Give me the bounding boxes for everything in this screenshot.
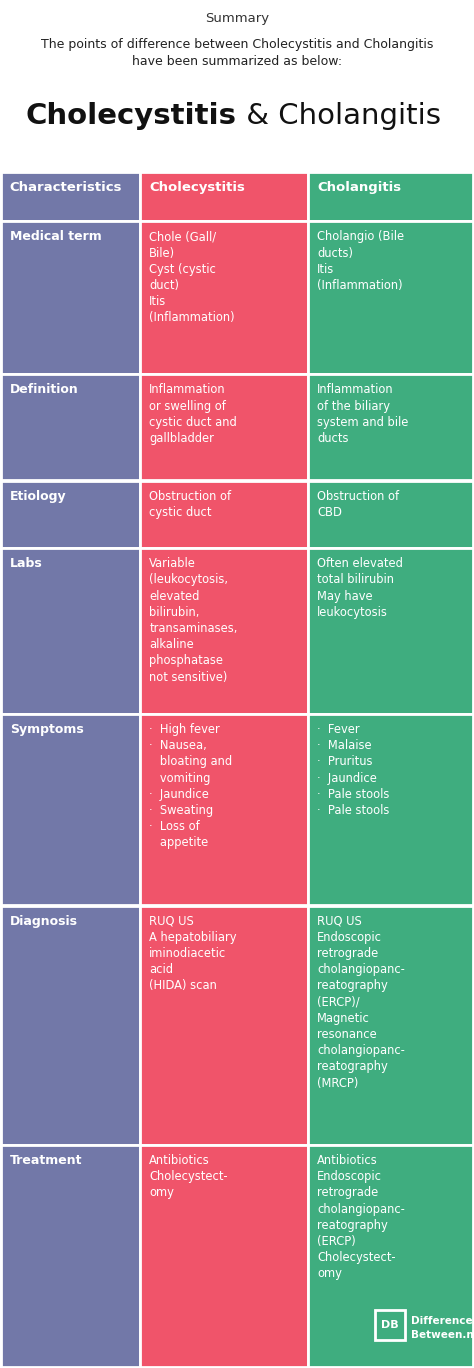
Text: ·  Fever
·  Malaise
·  Pruritus
·  Jaundice
·  Pale stools
·  Pale stools: · Fever · Malaise · Pruritus · Jaundice …	[317, 724, 390, 817]
Text: & Cholangitis: & Cholangitis	[237, 103, 441, 130]
Text: DB: DB	[382, 1320, 399, 1330]
Bar	[1, 714, 140, 906]
Text: Obstruction of
CBD: Obstruction of CBD	[317, 490, 399, 518]
Text: Difference: Difference	[411, 1316, 473, 1326]
Text: Treatment: Treatment	[10, 1155, 82, 1167]
Bar	[308, 172, 473, 222]
Text: Etiology: Etiology	[10, 490, 66, 502]
Bar	[308, 375, 473, 480]
Bar	[140, 549, 308, 714]
Bar	[1, 480, 140, 547]
Text: Inflammation
or swelling of
cystic duct and
gallbladder: Inflammation or swelling of cystic duct …	[149, 383, 237, 445]
Text: Diagnosis: Diagnosis	[10, 915, 78, 928]
Text: Labs: Labs	[10, 557, 43, 570]
Text: Chole (Gall/
Bile)
Cyst (cystic
duct)
Itis
(Inflammation): Chole (Gall/ Bile) Cyst (cystic duct) It…	[149, 230, 235, 324]
Bar	[1, 1145, 140, 1367]
Bar	[375, 1311, 405, 1341]
Text: Obstruction of
cystic duct: Obstruction of cystic duct	[149, 490, 231, 518]
Text: Cholangio (Bile
ducts)
Itis
(Inflammation): Cholangio (Bile ducts) Itis (Inflammatio…	[317, 230, 404, 293]
Bar	[1, 222, 140, 373]
Text: Between.net: Between.net	[411, 1330, 474, 1341]
Bar	[140, 1145, 308, 1367]
Text: Variable
(leukocytosis,
elevated
bilirubin,
transaminases,
alkaline
phosphatase
: Variable (leukocytosis, elevated bilirub…	[149, 557, 237, 684]
Text: Summary: Summary	[205, 12, 269, 25]
Bar	[308, 1145, 473, 1367]
Bar	[140, 172, 308, 222]
Bar	[308, 549, 473, 714]
Text: Antibiotics
Endoscopic
retrograde
cholangiopanc-
reatography
(ERCP)
Cholecystect: Antibiotics Endoscopic retrograde cholan…	[317, 1155, 405, 1280]
Text: Often elevated
total bilirubin
May have
leukocytosis: Often elevated total bilirubin May have …	[317, 557, 403, 618]
Bar	[1, 375, 140, 480]
Text: Inflammation
of the biliary
system and bile
ducts: Inflammation of the biliary system and b…	[317, 383, 409, 445]
Bar	[1, 172, 140, 222]
Text: Cholecystitis: Cholecystitis	[149, 181, 245, 194]
Text: Cholangitis: Cholangitis	[317, 181, 401, 194]
Bar	[308, 906, 473, 1145]
Bar	[308, 714, 473, 906]
Text: RUQ US
Endoscopic
retrograde
cholangiopanc-
reatography
(ERCP)/
Magnetic
resonan: RUQ US Endoscopic retrograde cholangiopa…	[317, 915, 405, 1089]
Bar	[140, 714, 308, 906]
Bar	[308, 480, 473, 547]
Bar	[308, 222, 473, 373]
Bar	[140, 375, 308, 480]
Text: Cholecystitis: Cholecystitis	[26, 103, 237, 130]
Text: Antibiotics
Cholecystect-
omy: Antibiotics Cholecystect- omy	[149, 1155, 228, 1200]
Text: ·  High fever
·  Nausea,
   bloating and
   vomiting
·  Jaundice
·  Sweating
·  : · High fever · Nausea, bloating and vomi…	[149, 724, 232, 850]
Bar	[140, 906, 308, 1145]
Text: RUQ US
A hepatobiliary
iminodiacetic
acid
(HIDA) scan: RUQ US A hepatobiliary iminodiacetic aci…	[149, 915, 237, 992]
Bar	[1, 549, 140, 714]
Text: Characteristics: Characteristics	[10, 181, 122, 194]
Text: Symptoms: Symptoms	[10, 724, 83, 736]
Text: Definition: Definition	[10, 383, 79, 397]
Text: Medical term: Medical term	[10, 230, 101, 244]
Text: The points of difference between Cholecystitis and Cholangitis
have been summari: The points of difference between Cholecy…	[41, 38, 433, 68]
Bar	[140, 480, 308, 547]
Bar	[1, 906, 140, 1145]
Bar	[140, 222, 308, 373]
